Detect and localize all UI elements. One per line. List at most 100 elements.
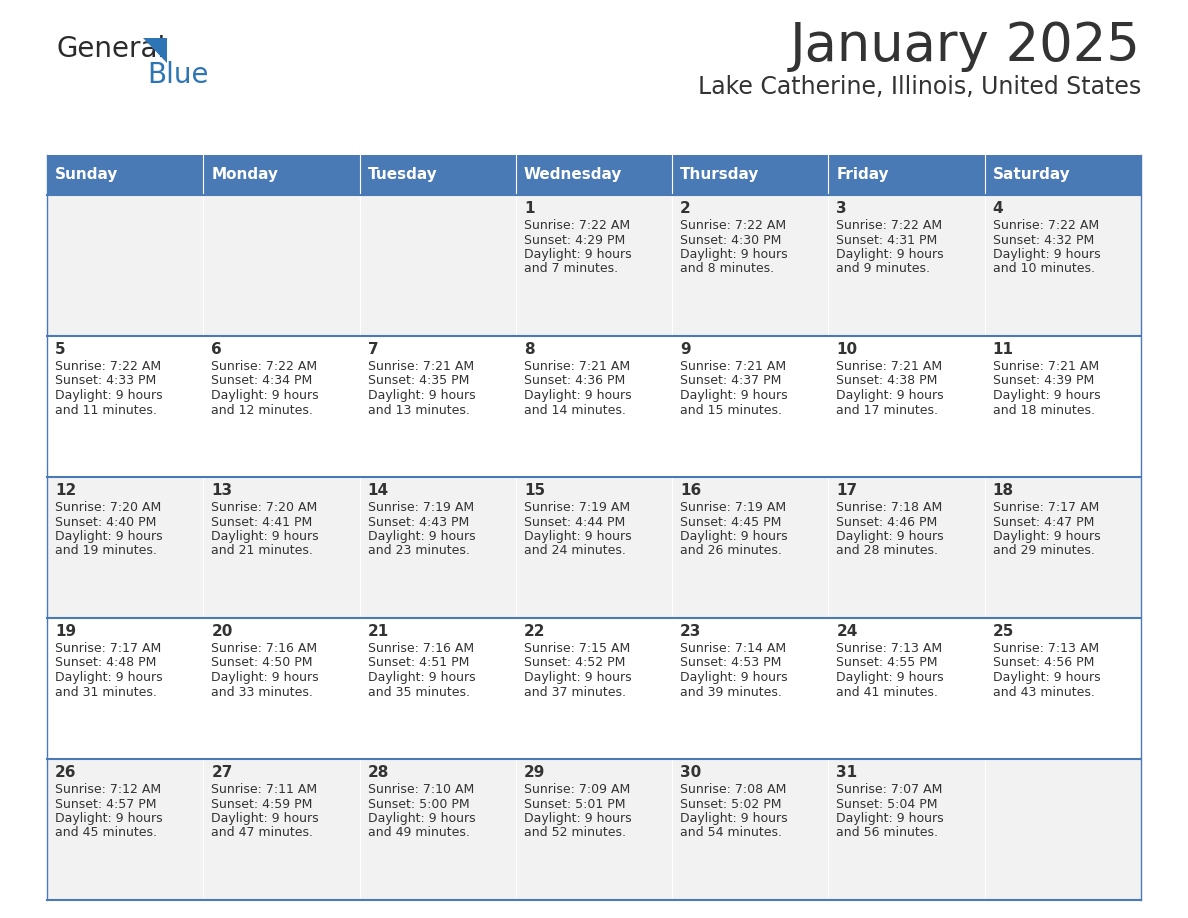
Text: 18: 18	[993, 483, 1013, 498]
Text: Sunrise: 7:07 AM: Sunrise: 7:07 AM	[836, 783, 943, 796]
Text: Sunset: 4:35 PM: Sunset: 4:35 PM	[367, 375, 469, 387]
Text: Thursday: Thursday	[681, 167, 759, 183]
Text: Daylight: 9 hours: Daylight: 9 hours	[367, 671, 475, 684]
Text: Saturday: Saturday	[993, 167, 1070, 183]
Text: Sunset: 4:38 PM: Sunset: 4:38 PM	[836, 375, 937, 387]
Text: and 14 minutes.: and 14 minutes.	[524, 404, 626, 417]
Bar	[203, 759, 360, 900]
Text: Sunrise: 7:15 AM: Sunrise: 7:15 AM	[524, 642, 630, 655]
Text: Daylight: 9 hours: Daylight: 9 hours	[524, 530, 632, 543]
Text: Sunset: 4:50 PM: Sunset: 4:50 PM	[211, 656, 312, 669]
Text: Sunrise: 7:22 AM: Sunrise: 7:22 AM	[836, 219, 942, 232]
Text: and 41 minutes.: and 41 minutes.	[836, 686, 939, 699]
Text: 9: 9	[681, 342, 690, 357]
Text: Sunrise: 7:13 AM: Sunrise: 7:13 AM	[993, 642, 1099, 655]
Bar	[203, 155, 360, 195]
Bar	[985, 336, 1140, 477]
Text: and 56 minutes.: and 56 minutes.	[836, 826, 939, 839]
Text: and 7 minutes.: and 7 minutes.	[524, 263, 618, 275]
Text: Sunrise: 7:21 AM: Sunrise: 7:21 AM	[367, 360, 474, 373]
Text: 20: 20	[211, 624, 233, 639]
Text: and 45 minutes.: and 45 minutes.	[55, 826, 157, 839]
Text: Sunday: Sunday	[55, 167, 119, 183]
Text: 4: 4	[993, 201, 1004, 216]
Bar	[516, 155, 672, 195]
Text: and 49 minutes.: and 49 minutes.	[367, 826, 469, 839]
Text: 14: 14	[367, 483, 388, 498]
Text: Sunset: 4:55 PM: Sunset: 4:55 PM	[836, 656, 939, 669]
Text: Sunrise: 7:10 AM: Sunrise: 7:10 AM	[367, 783, 474, 796]
Text: and 26 minutes.: and 26 minutes.	[681, 544, 782, 557]
Text: Sunrise: 7:21 AM: Sunrise: 7:21 AM	[836, 360, 942, 373]
Text: Sunrise: 7:08 AM: Sunrise: 7:08 AM	[681, 783, 786, 796]
Text: Sunset: 4:46 PM: Sunset: 4:46 PM	[836, 516, 937, 529]
Text: Sunset: 4:31 PM: Sunset: 4:31 PM	[836, 233, 937, 247]
Text: Daylight: 9 hours: Daylight: 9 hours	[55, 671, 163, 684]
Text: 25: 25	[993, 624, 1015, 639]
Bar	[672, 477, 828, 618]
Text: 7: 7	[367, 342, 378, 357]
Text: Sunset: 4:48 PM: Sunset: 4:48 PM	[55, 656, 157, 669]
Text: Sunrise: 7:22 AM: Sunrise: 7:22 AM	[55, 360, 162, 373]
Text: Daylight: 9 hours: Daylight: 9 hours	[211, 389, 318, 402]
Text: and 24 minutes.: and 24 minutes.	[524, 544, 626, 557]
Text: General: General	[57, 35, 166, 63]
Bar	[985, 618, 1140, 759]
Text: Monday: Monday	[211, 167, 278, 183]
Text: Lake Catherine, Illinois, United States: Lake Catherine, Illinois, United States	[697, 75, 1140, 99]
Bar	[48, 155, 203, 195]
Bar	[360, 477, 516, 618]
Text: 23: 23	[681, 624, 702, 639]
Text: Daylight: 9 hours: Daylight: 9 hours	[367, 389, 475, 402]
Text: Daylight: 9 hours: Daylight: 9 hours	[681, 530, 788, 543]
Text: Daylight: 9 hours: Daylight: 9 hours	[681, 389, 788, 402]
Text: Sunset: 5:00 PM: Sunset: 5:00 PM	[367, 798, 469, 811]
Text: Sunset: 4:44 PM: Sunset: 4:44 PM	[524, 516, 625, 529]
Bar	[48, 759, 203, 900]
Text: and 28 minutes.: and 28 minutes.	[836, 544, 939, 557]
Text: Sunrise: 7:14 AM: Sunrise: 7:14 AM	[681, 642, 786, 655]
Text: 31: 31	[836, 765, 858, 780]
Text: Daylight: 9 hours: Daylight: 9 hours	[836, 671, 944, 684]
Bar	[672, 759, 828, 900]
Text: 21: 21	[367, 624, 388, 639]
Text: 5: 5	[55, 342, 65, 357]
Text: Daylight: 9 hours: Daylight: 9 hours	[836, 248, 944, 261]
Text: Sunset: 4:53 PM: Sunset: 4:53 PM	[681, 656, 782, 669]
Text: and 37 minutes.: and 37 minutes.	[524, 686, 626, 699]
Bar	[828, 155, 985, 195]
Text: and 15 minutes.: and 15 minutes.	[681, 404, 782, 417]
Text: 30: 30	[681, 765, 701, 780]
Bar	[516, 195, 672, 336]
Bar	[360, 618, 516, 759]
Bar	[672, 336, 828, 477]
Text: and 52 minutes.: and 52 minutes.	[524, 826, 626, 839]
Text: Sunrise: 7:18 AM: Sunrise: 7:18 AM	[836, 501, 943, 514]
Text: Wednesday: Wednesday	[524, 167, 623, 183]
Text: 24: 24	[836, 624, 858, 639]
Text: Daylight: 9 hours: Daylight: 9 hours	[524, 248, 632, 261]
Text: 28: 28	[367, 765, 388, 780]
Text: Sunset: 4:34 PM: Sunset: 4:34 PM	[211, 375, 312, 387]
Bar	[48, 336, 203, 477]
Text: 11: 11	[993, 342, 1013, 357]
Text: 19: 19	[55, 624, 76, 639]
Bar	[360, 336, 516, 477]
Bar	[516, 618, 672, 759]
Text: Daylight: 9 hours: Daylight: 9 hours	[211, 530, 318, 543]
Text: Sunset: 4:32 PM: Sunset: 4:32 PM	[993, 233, 1094, 247]
Text: 27: 27	[211, 765, 233, 780]
Text: 13: 13	[211, 483, 233, 498]
Text: Daylight: 9 hours: Daylight: 9 hours	[681, 248, 788, 261]
Bar	[985, 155, 1140, 195]
Text: 6: 6	[211, 342, 222, 357]
Bar	[672, 195, 828, 336]
Text: and 33 minutes.: and 33 minutes.	[211, 686, 314, 699]
Text: Sunset: 4:43 PM: Sunset: 4:43 PM	[367, 516, 469, 529]
Bar	[985, 759, 1140, 900]
Bar	[828, 618, 985, 759]
Text: Sunset: 4:39 PM: Sunset: 4:39 PM	[993, 375, 1094, 387]
Text: Sunset: 5:01 PM: Sunset: 5:01 PM	[524, 798, 625, 811]
Text: Sunset: 4:36 PM: Sunset: 4:36 PM	[524, 375, 625, 387]
Bar	[48, 618, 203, 759]
